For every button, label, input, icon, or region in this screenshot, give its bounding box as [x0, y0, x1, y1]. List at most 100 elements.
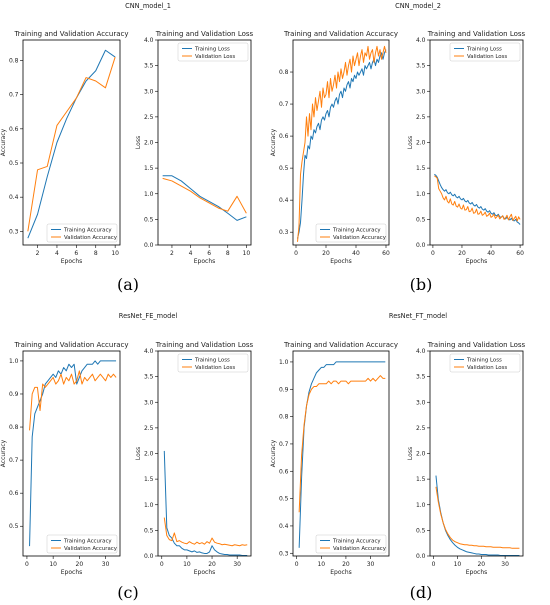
series-line-validation — [298, 375, 386, 513]
series-line-training — [163, 450, 248, 556]
x-tick-label: 10 — [183, 561, 191, 568]
x-tick-label: 30 — [367, 561, 375, 568]
legend-box — [177, 353, 249, 373]
x-axis-label: Epochs — [194, 258, 216, 265]
legend-entry: Validation Accuracy — [64, 235, 118, 241]
model-title-resnet-fe-model: ResNet_FE_model — [119, 312, 178, 320]
y-axis-label: Accuracy — [270, 439, 277, 467]
x-tick-label: 30 — [501, 561, 509, 568]
legend: Training Loss Validation Loss — [449, 353, 521, 373]
y-axis-label: Loss — [135, 447, 142, 460]
series-line-training — [298, 361, 386, 548]
plots-layer: Training and Validation Accuracy 2 4 6 8 10 0.… — [0, 30, 526, 576]
y-tick-label: 0.8 — [9, 58, 19, 65]
chart-panel-4: Training and Validation Loss 0 20 40 60 0.0 0.… — [407, 30, 526, 265]
y-tick-label: 0.3 — [279, 550, 289, 557]
x-axis-label: Epochs — [61, 258, 83, 265]
series-line-validation — [435, 486, 520, 549]
legend-entry: Validation Loss — [195, 54, 235, 60]
panel-label-c: (c) — [117, 583, 138, 602]
legend-entry: Validation Loss — [467, 365, 507, 371]
legend-entry: Validation Accuracy — [333, 546, 387, 552]
y-axis-label: Accuracy — [270, 128, 277, 156]
x-tick-label: 20 — [342, 561, 350, 568]
chart-title: Training and Validation Loss — [427, 341, 526, 349]
panel-label-b: (b) — [410, 275, 433, 294]
y-tick-label: 2.0 — [416, 140, 426, 147]
y-tick-label: 4.0 — [416, 37, 426, 44]
legend-entry: Training Accuracy — [63, 538, 112, 544]
y-tick-label: 0.5 — [416, 527, 426, 534]
x-axis-label: Epochs — [466, 258, 488, 265]
y-tick-label: 0.5 — [144, 527, 154, 534]
model-title-cnn-model-2: CNN_model_2 — [395, 2, 441, 10]
y-tick-label: 1.0 — [416, 502, 426, 509]
plot-frame — [22, 350, 121, 557]
legend-box — [177, 42, 249, 62]
y-tick-label: 2.5 — [416, 114, 426, 121]
series-line-training — [29, 360, 117, 547]
y-axis-label: Loss — [135, 136, 142, 149]
x-tick-label: 30 — [102, 561, 110, 568]
x-tick-label: 4 — [55, 250, 59, 257]
series-line-validation — [29, 370, 117, 431]
model-title-resnet-ft-model: ResNet_FT_model — [389, 312, 447, 320]
x-tick-label: 10 — [454, 561, 462, 568]
y-tick-label: 2.0 — [144, 140, 154, 147]
series-line-training — [434, 173, 521, 225]
chart-title: Training and Validation Loss — [427, 30, 526, 38]
chart-panel-1: Training and Validation Accuracy 2 4 6 8 10 0.… — [0, 30, 129, 265]
chart-panel-6: Training and Validation Loss 0 10 20 30 0.0 0.… — [135, 341, 254, 576]
x-tick-label: 10 — [317, 561, 325, 568]
x-tick-label: 0 — [295, 561, 299, 568]
x-tick-label: 6 — [74, 250, 78, 257]
chart-title: Training and Validation Loss — [155, 30, 254, 38]
x-tick-label: 0 — [431, 250, 435, 257]
y-tick-label: 0.5 — [9, 160, 19, 167]
chart-title: Training and Validation Loss — [155, 341, 254, 349]
y-tick-label: 0.4 — [9, 194, 19, 201]
x-tick-label: 10 — [243, 250, 251, 257]
chart-panel-3: Training and Validation Accuracy 0 20 40 60 0… — [270, 30, 398, 265]
x-axis-label: Epochs — [466, 569, 488, 576]
x-tick-label: 8 — [94, 250, 98, 257]
y-tick-label: 1.0 — [144, 191, 154, 198]
y-tick-label: 0.9 — [279, 386, 289, 393]
plot-frame — [292, 39, 390, 246]
y-tick-label: 0.0 — [416, 242, 426, 249]
y-tick-label: 3.0 — [416, 399, 426, 406]
y-tick-label: 0.5 — [144, 216, 154, 223]
y-tick-label: 1.5 — [144, 165, 154, 172]
x-tick-label: 60 — [382, 250, 390, 257]
y-tick-label: 3.5 — [144, 374, 154, 381]
x-tick-label: 6 — [207, 250, 211, 257]
y-tick-label: 3.0 — [416, 88, 426, 95]
y-tick-label: 4.0 — [416, 348, 426, 355]
series-line-training — [162, 175, 247, 221]
series-line-validation — [434, 175, 521, 222]
y-tick-label: 0.7 — [9, 457, 19, 464]
x-axis-label: Epochs — [61, 569, 83, 576]
x-tick-label: 10 — [49, 561, 57, 568]
x-axis-label: Epochs — [330, 569, 352, 576]
x-tick-label: 10 — [111, 250, 119, 257]
y-tick-label: 0.6 — [279, 468, 289, 475]
y-tick-label: 1.0 — [9, 358, 19, 365]
plot-frame — [292, 350, 390, 557]
y-tick-label: 0.0 — [144, 242, 154, 249]
legend-entry: Training Accuracy — [332, 227, 381, 233]
series-line-validation — [163, 517, 248, 547]
legend-entry: Validation Accuracy — [64, 546, 118, 552]
x-tick-label: 60 — [516, 250, 524, 257]
x-tick-label: 20 — [76, 561, 84, 568]
y-tick-label: 0.5 — [416, 216, 426, 223]
y-axis-label: Accuracy — [0, 439, 7, 467]
y-axis-label: Loss — [407, 136, 414, 149]
legend: Training Loss Validation Loss — [449, 42, 521, 62]
legend-entry: Training Loss — [194, 46, 230, 52]
x-tick-label: 20 — [477, 561, 485, 568]
legend: Training Accuracy Validation Accuracy — [46, 223, 118, 243]
y-tick-label: 1.0 — [416, 191, 426, 198]
x-tick-label: 40 — [487, 250, 495, 257]
y-tick-label: 4.0 — [144, 348, 154, 355]
